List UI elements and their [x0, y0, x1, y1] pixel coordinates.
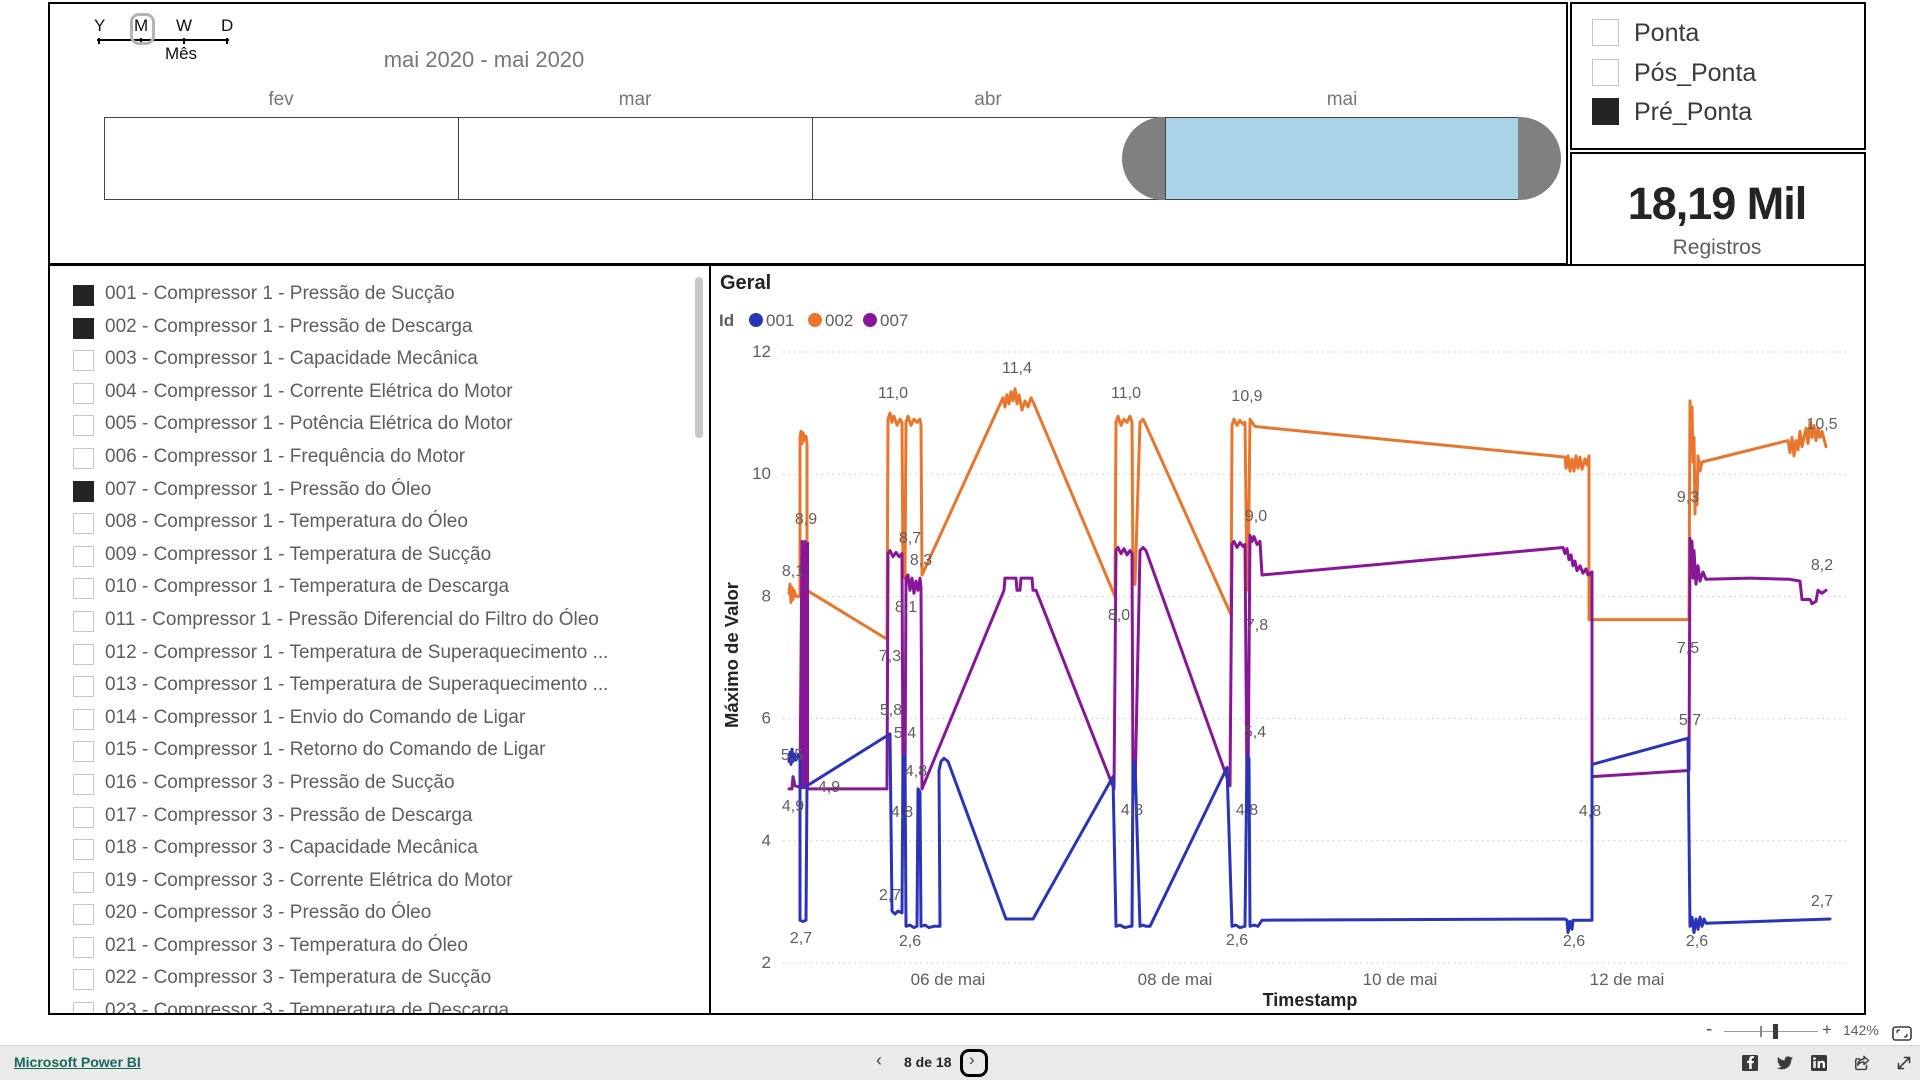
svg-text:7,5: 7,5 — [1677, 640, 1699, 657]
svg-text:4,8: 4,8 — [905, 763, 927, 780]
svg-text:12 de mai: 12 de mai — [1590, 970, 1665, 989]
svg-text:5,5: 5,5 — [781, 747, 803, 764]
svg-text:2,6: 2,6 — [1226, 932, 1248, 949]
svg-text:9,0: 9,0 — [1245, 508, 1267, 525]
svg-text:5,8: 5,8 — [880, 702, 902, 719]
svg-text:8,1: 8,1 — [895, 599, 917, 616]
svg-text:10 de mai: 10 de mai — [1363, 970, 1438, 989]
svg-text:8,9: 8,9 — [795, 511, 817, 528]
svg-text:6: 6 — [762, 709, 771, 728]
svg-text:7,8: 7,8 — [1246, 617, 1268, 634]
svg-text:11,0: 11,0 — [1111, 385, 1141, 402]
svg-text:2,6: 2,6 — [899, 933, 921, 950]
svg-text:4,8: 4,8 — [1579, 803, 1601, 820]
svg-text:Geral: Geral — [720, 272, 771, 294]
svg-text:8,1: 8,1 — [782, 563, 804, 580]
svg-text:4,8: 4,8 — [891, 804, 913, 821]
svg-text:2,7: 2,7 — [1811, 893, 1833, 910]
svg-text:8,2: 8,2 — [1811, 557, 1833, 574]
svg-text:8,3: 8,3 — [910, 552, 932, 569]
svg-text:2,7: 2,7 — [879, 887, 901, 904]
svg-text:4,8: 4,8 — [1236, 802, 1258, 819]
svg-text:10,5: 10,5 — [1806, 416, 1837, 433]
svg-text:8,7: 8,7 — [899, 530, 921, 547]
svg-text:11,4: 11,4 — [1002, 360, 1032, 377]
svg-text:10: 10 — [752, 464, 771, 483]
svg-text:12: 12 — [752, 342, 771, 361]
svg-text:2,6: 2,6 — [1686, 933, 1708, 950]
svg-text:4,8: 4,8 — [1121, 802, 1143, 819]
svg-text:002: 002 — [825, 311, 853, 330]
svg-text:Máximo de Valor: Máximo de Valor — [721, 582, 742, 728]
svg-text:4,9: 4,9 — [818, 779, 840, 796]
svg-text:8,0: 8,0 — [1108, 607, 1130, 624]
svg-text:8: 8 — [762, 586, 771, 605]
svg-text:007: 007 — [880, 311, 908, 330]
svg-text:5,4: 5,4 — [894, 725, 916, 742]
svg-text:2: 2 — [762, 953, 771, 972]
svg-text:5,4: 5,4 — [1244, 724, 1266, 741]
svg-text:10,9: 10,9 — [1231, 388, 1262, 405]
svg-text:4,9: 4,9 — [782, 798, 804, 815]
svg-text:Timestamp: Timestamp — [1263, 990, 1358, 1010]
svg-text:001: 001 — [766, 311, 794, 330]
svg-text:9,3: 9,3 — [1677, 489, 1699, 506]
svg-text:7,3: 7,3 — [879, 648, 901, 665]
svg-text:2,7: 2,7 — [790, 930, 812, 947]
svg-text:5,7: 5,7 — [1679, 712, 1701, 729]
svg-text:Id: Id — [719, 311, 734, 330]
svg-text:2,6: 2,6 — [1563, 933, 1585, 950]
svg-text:08 de mai: 08 de mai — [1138, 970, 1213, 989]
svg-text:11,0: 11,0 — [878, 385, 908, 402]
svg-text:4: 4 — [762, 831, 771, 850]
svg-text:06 de mai: 06 de mai — [911, 970, 986, 989]
